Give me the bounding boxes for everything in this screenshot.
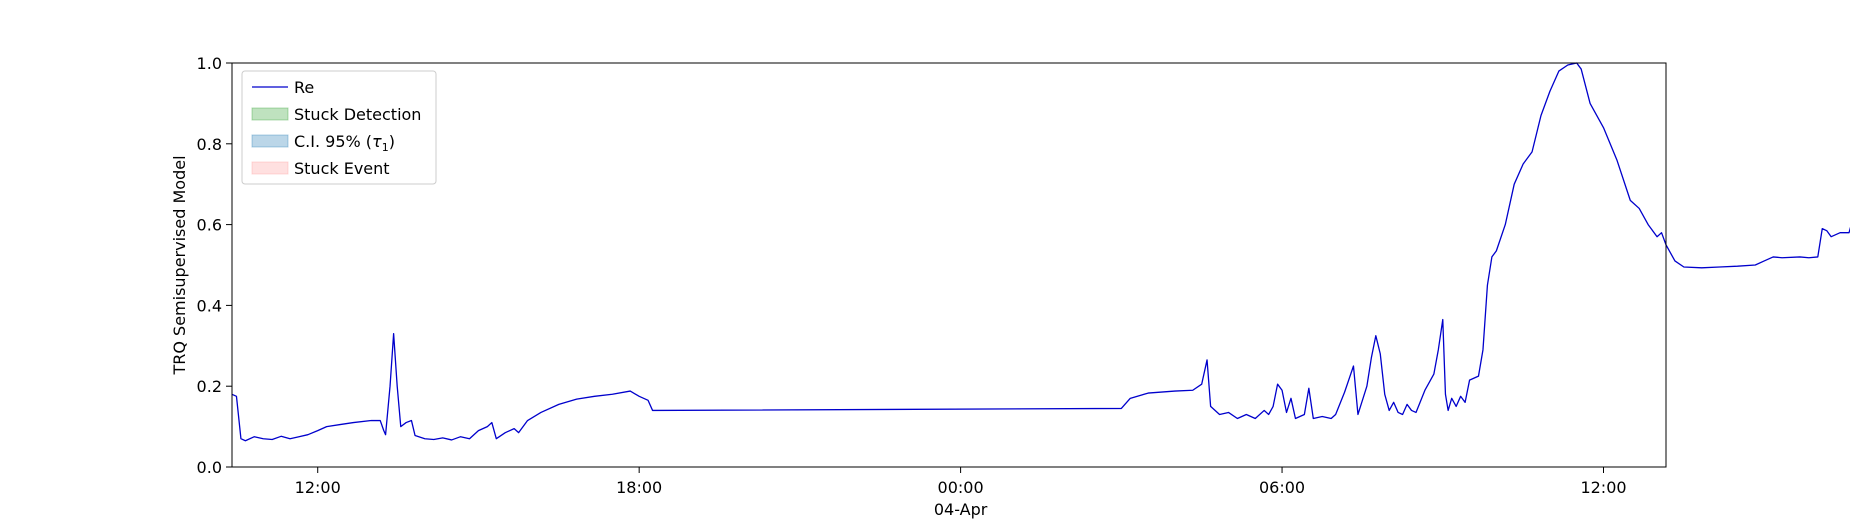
- y-tick-label: 0.4: [197, 296, 222, 315]
- x-tick-label: 00:00: [938, 478, 984, 497]
- legend-label: Stuck Event: [294, 159, 390, 178]
- y-tick-label: 0.6: [197, 216, 222, 235]
- legend-label: C.I. 95% (τ1): [294, 132, 395, 154]
- x-tick-label: 12:00: [1580, 478, 1626, 497]
- legend-box: [241, 70, 437, 185]
- x-tick-label: 18:00: [616, 478, 662, 497]
- x-tick-label: 04-Apr: [934, 500, 988, 519]
- y-tick-label: 1.0: [197, 54, 222, 73]
- legend-swatch-patch: [251, 107, 289, 121]
- x-tick-label: 12:00: [295, 478, 341, 497]
- x-axis: 12:00 18:00 00:00 04-Apr 1900 06:00 12:00: [295, 467, 1627, 525]
- legend-label: Re: [294, 78, 314, 97]
- plot-frame: [231, 62, 1667, 468]
- legend: Re Stuck Detection C.I. 95% (τ1) Stuck Even…: [241, 70, 437, 185]
- series-lines: [231, 62, 1850, 442]
- y-tick-label: 0.2: [197, 377, 222, 396]
- y-tick-label: 0.8: [197, 135, 222, 154]
- x-tick-label: 1900: [940, 522, 981, 525]
- legend-label: Stuck Detection: [294, 105, 421, 124]
- y-axis-label: TRQ Semisupervised Model: [170, 155, 189, 375]
- x-tick-label: 06:00: [1259, 478, 1305, 497]
- y-axis: 0.0 0.2 0.4 0.6 0.8 1.0: [197, 54, 232, 477]
- series-line-0: [231, 62, 1850, 442]
- legend-swatch-patch: [251, 134, 289, 148]
- legend-swatch-patch: [251, 161, 289, 175]
- y-tick-label: 0.0: [197, 458, 222, 477]
